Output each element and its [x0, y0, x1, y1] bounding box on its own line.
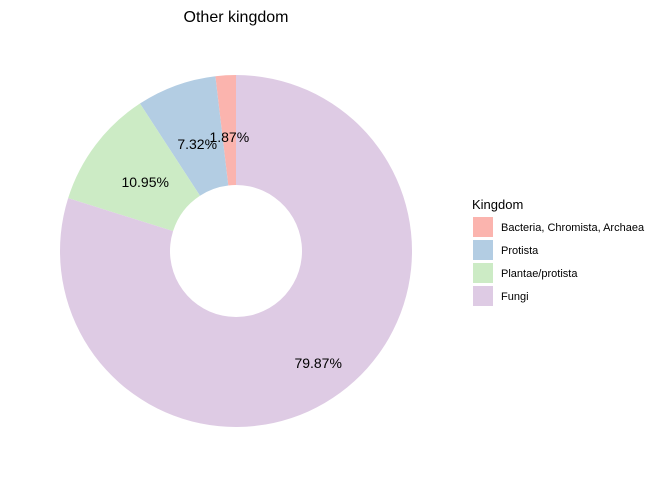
slice-3 [68, 103, 200, 232]
slices-group [60, 75, 412, 427]
slice-1 [215, 75, 236, 186]
slice-labels-group: 1.87%7.32% 10.95% 79.87% [121, 129, 341, 371]
legend-label-3: Plantae/protista [501, 268, 578, 280]
legend-swatch-3 [473, 263, 493, 283]
legend-swatch-4 [473, 286, 493, 306]
slice-label-3: 10.95% [121, 174, 168, 190]
chart-title: Other kingdom [184, 9, 289, 26]
legend-label-4: Fungi [501, 291, 529, 303]
slice-label-1: 1.87% [209, 129, 249, 145]
legend-title: Kingdom [472, 197, 523, 212]
legend-label-1: Bacteria, Chromista, Archaea [501, 222, 645, 234]
slice-label-2: 7.32% [177, 136, 217, 152]
slice-4 [60, 75, 412, 427]
legend: Bacteria, Chromista, Archaea Protista Plan… [473, 217, 645, 306]
slice-2 [139, 76, 229, 196]
legend-label-2: Protista [501, 245, 539, 257]
legend-swatch-1 [473, 217, 493, 237]
legend-swatch-2 [473, 240, 493, 260]
slice-label-4: 79.87% [294, 355, 341, 371]
